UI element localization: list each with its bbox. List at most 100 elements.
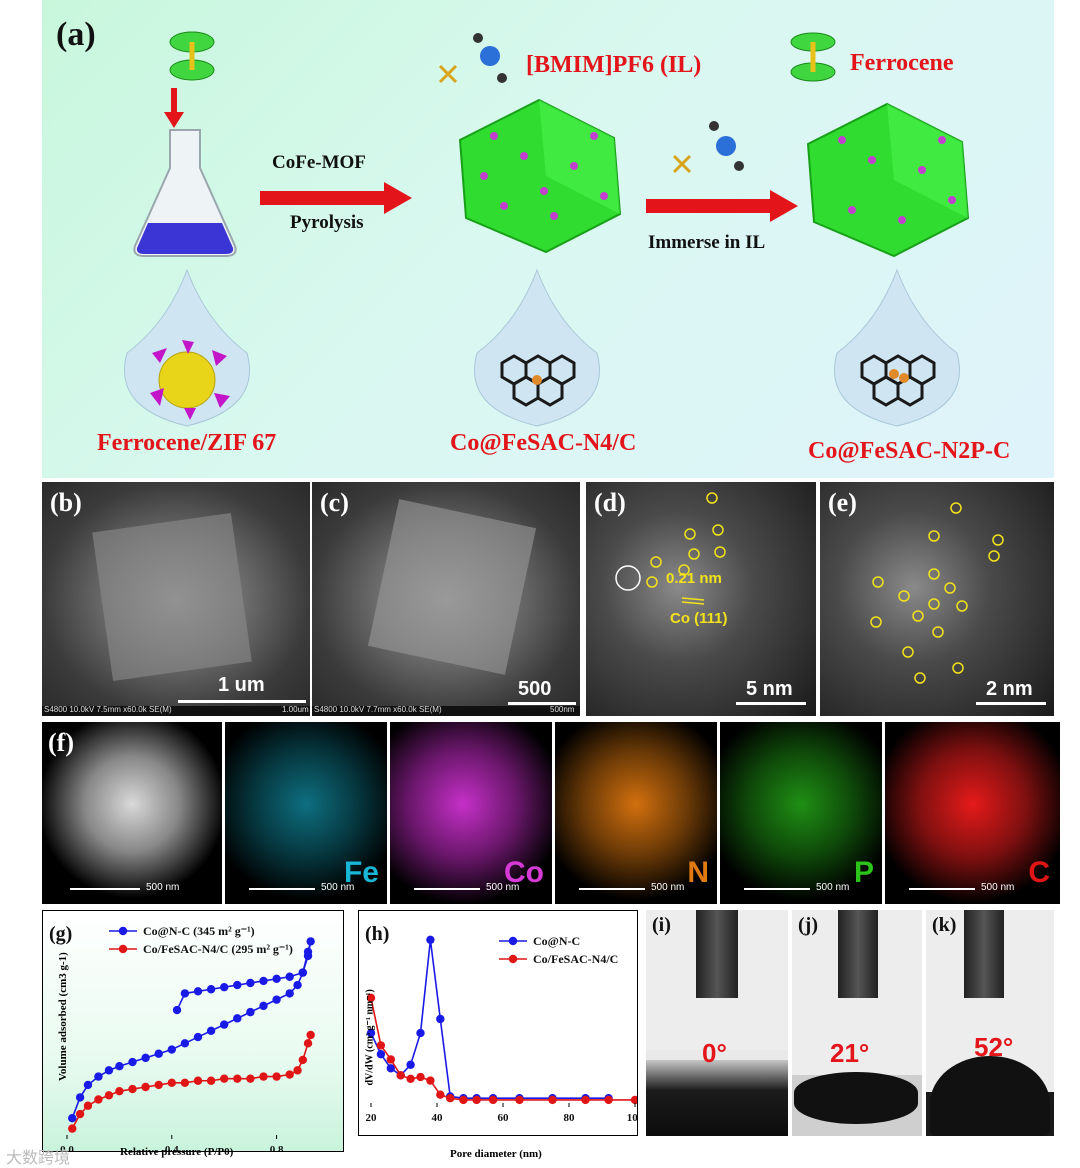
- ferrocene-label: Ferrocene: [850, 50, 954, 76]
- panel-a-label: (a): [56, 16, 96, 53]
- eds-scale-co: 500 nm: [486, 882, 520, 893]
- data-point-0-30: [220, 982, 229, 992]
- data-point-1-12: [206, 1076, 216, 1085]
- data-point-1-0: [68, 1124, 77, 1133]
- ferrocene-molecule-2-icon: [790, 32, 836, 82]
- data-point-1-10: [472, 1095, 481, 1105]
- data-point-1-10: [180, 1078, 190, 1088]
- data-point-0-1: [376, 1050, 386, 1059]
- angle-j: 21°: [830, 1038, 870, 1068]
- data-point-1-6: [128, 1084, 137, 1094]
- data-point-1-13: [548, 1095, 557, 1105]
- green-polyhedron-2-icon: [806, 102, 970, 258]
- data-point-0-18: [285, 989, 294, 998]
- xlabel-h: Pore diameter (nm): [450, 1148, 542, 1160]
- co-fesac-n2pc-label: Co@FeSAC-N2P-C: [808, 438, 1011, 464]
- data-point-0-23: [303, 947, 313, 956]
- eds-scalebar-haadf: [70, 888, 140, 890]
- scale-b: 1 um: [218, 674, 265, 696]
- data-point-1-15: [604, 1095, 613, 1105]
- data-point-0-5: [115, 1062, 124, 1071]
- chart-h: 20 40 60 80 100 Co@N-C Co/FeSAC-N4/C (h): [358, 910, 644, 1136]
- eds-map-haadf: (f) 500 nm: [42, 722, 222, 904]
- label-k: (k): [932, 914, 957, 936]
- data-point-1-18: [285, 1070, 294, 1079]
- data-point-0-27: [259, 976, 268, 986]
- eds-scalebar-n: [579, 888, 645, 890]
- caption-bar-b: [42, 706, 310, 716]
- x-tick-label-4: 100: [627, 1112, 637, 1124]
- eds-scale-p: 500 nm: [816, 882, 850, 893]
- chart-g: 0.0 0.4 0.8 Co@N-C (345 m² g⁻¹) Co/FeSAC-N4/…: [42, 910, 344, 1156]
- panel-h-label: (h): [365, 923, 390, 945]
- n4c-drop-icon: [474, 268, 600, 427]
- data-point-0-15: [246, 1007, 255, 1017]
- eds-map-p: P 500 nm: [720, 722, 882, 904]
- zif67-drop-icon: [124, 268, 250, 427]
- flask-icon: [133, 129, 237, 257]
- data-point-0-28: [246, 978, 255, 988]
- eds-scale-fe: 500 nm: [321, 882, 355, 893]
- data-point-1-5: [115, 1086, 124, 1096]
- sem-image-c: (c) 500 nm S4800 10.0kV 7.7mm x60.0k SE(…: [312, 482, 580, 716]
- legend-label-0: Co@N-C (345 m² g⁻¹): [143, 924, 255, 938]
- series-line-1: [370, 997, 635, 1101]
- series-line-1: [71, 1034, 312, 1129]
- data-point-0-16: [259, 1001, 268, 1011]
- sem-caption-right-c: 500nm: [550, 705, 575, 714]
- eds-element-c: C: [1028, 856, 1050, 889]
- data-point-1-1: [376, 1041, 386, 1050]
- co-fesac-n4c-label: Co@FeSAC-N4/C: [450, 430, 637, 456]
- sem-image-b: (b) 1 um S4800 10.0kV 7.5mm x60.0k SE(M)…: [42, 482, 310, 716]
- caption-bar-c: [312, 706, 580, 716]
- x-tick-label-1: 40: [432, 1112, 444, 1124]
- data-point-0-31: [206, 985, 216, 994]
- data-point-1-4: [406, 1074, 415, 1084]
- needle-i: [696, 910, 738, 998]
- data-point-0-4: [104, 1066, 114, 1075]
- ionic-liquid-molecule-2-icon: [672, 121, 744, 174]
- data-point-1-9: [167, 1078, 176, 1088]
- contact-angle-j: (j) 21°: [792, 910, 922, 1136]
- data-point-0-0: [68, 1114, 77, 1123]
- pyrolysis-arrow-icon: [260, 182, 412, 214]
- x-tick-label-2: 60: [498, 1112, 510, 1124]
- data-point-1-21: [303, 1039, 313, 1048]
- particle-c: [367, 499, 537, 675]
- panel-d-label: (d): [594, 488, 626, 517]
- immerse-label: Immerse in IL: [648, 232, 766, 253]
- sem-caption-c: S4800 10.0kV 7.7mm x60.0k SE(M): [314, 705, 442, 714]
- data-point-1-6: [426, 1076, 435, 1085]
- data-point-1-9: [459, 1095, 468, 1105]
- eds-scale-c: 500 nm: [981, 882, 1015, 893]
- label-j: (j): [798, 914, 818, 936]
- substrate-i: [646, 1060, 788, 1136]
- panel-e-label: (e): [828, 488, 857, 517]
- data-point-0-19: [293, 980, 302, 990]
- data-point-1-19: [293, 1066, 302, 1075]
- contact-angle-i: (i) 0°: [646, 910, 788, 1136]
- eds-map-fe: Fe 500 nm: [225, 722, 387, 904]
- ylabel-h: dV/dW (cm³ g⁻¹ nm⁻¹): [364, 989, 376, 1086]
- atom-markers-d: [615, 492, 726, 605]
- data-point-0-8: [154, 1049, 163, 1058]
- scalebar-b: [178, 700, 306, 703]
- data-point-0-2: [83, 1080, 93, 1090]
- data-point-1-14: [233, 1074, 242, 1083]
- angle-k: 52°: [974, 1032, 1014, 1062]
- eds-map-n: N 500 nm: [555, 722, 717, 904]
- synthesis-scheme-panel: (a) Ferrocene/ZIF 67 CoFe-MOF Pyrolysis …: [42, 0, 1054, 478]
- data-point-1-8: [446, 1094, 455, 1103]
- droplet-j: [794, 1072, 918, 1124]
- eds-scalebar-c: [909, 888, 975, 890]
- data-point-0-11: [193, 1032, 203, 1042]
- scale-d: 5 nm: [746, 678, 793, 700]
- immerse-arrow-icon: [646, 190, 798, 222]
- legend-marker-1: [118, 944, 128, 954]
- scalebar-d: [736, 702, 806, 705]
- series-line-0: [370, 939, 609, 1099]
- eds-element-fe: Fe: [343, 856, 379, 889]
- data-point-0-5: [416, 1028, 425, 1038]
- legend-label-1: Co/FeSAC-N4/C: [533, 952, 618, 966]
- data-point-1-20: [298, 1055, 307, 1065]
